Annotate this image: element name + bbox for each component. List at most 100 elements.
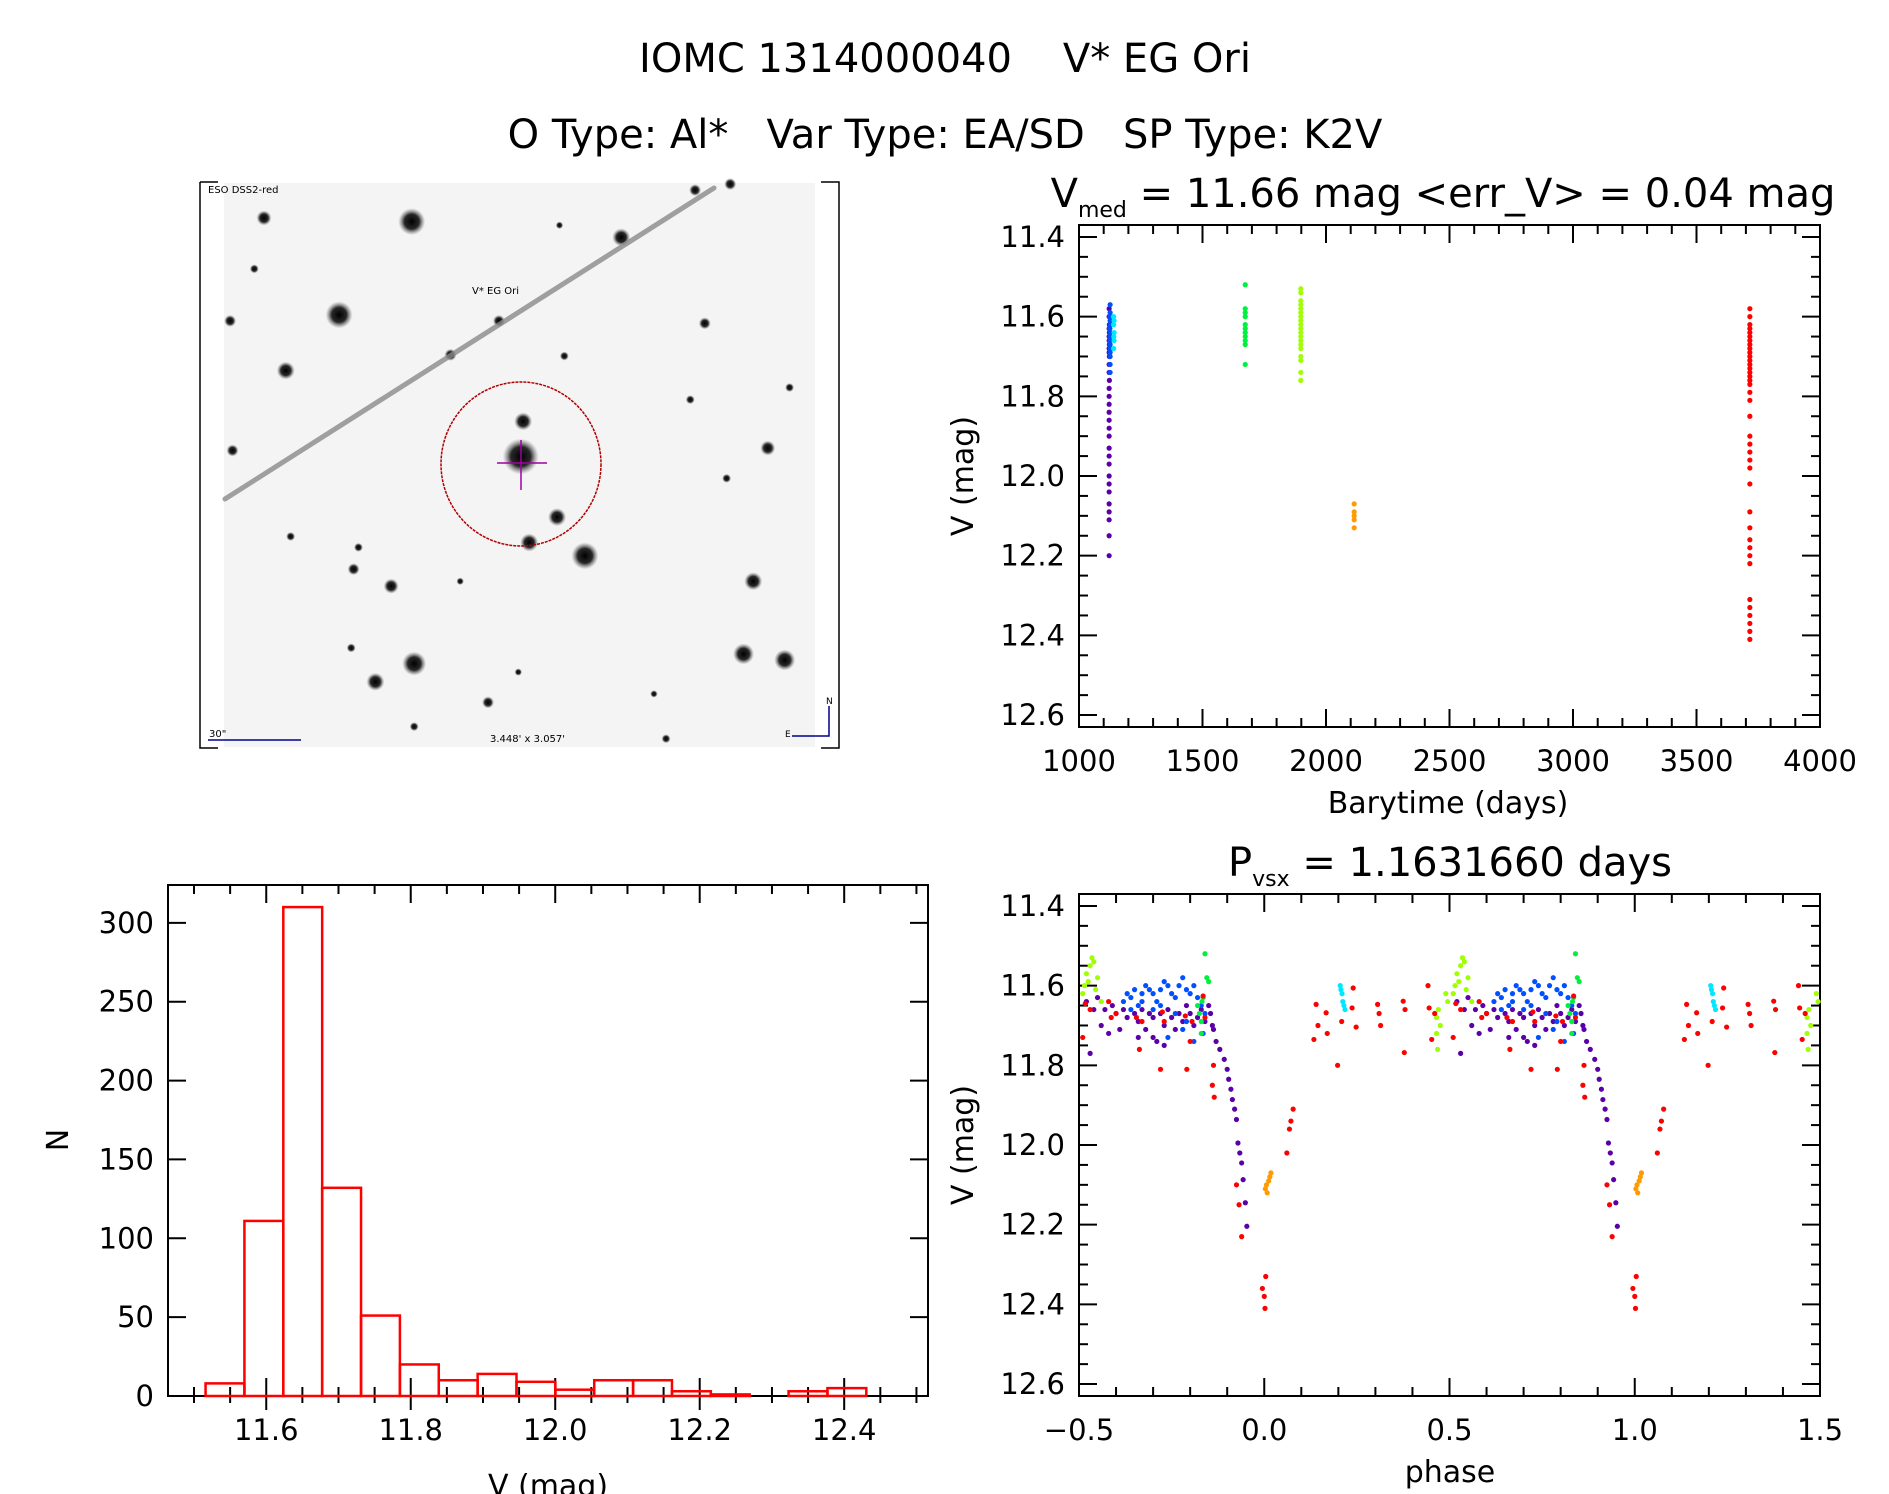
lc-point-orange	[1351, 509, 1357, 515]
phase-point-purple	[1509, 1006, 1516, 1013]
star	[733, 643, 755, 665]
phase-point-blue	[1498, 994, 1504, 1001]
lc-point-purple	[1106, 425, 1112, 431]
phase-point-blue	[1187, 991, 1193, 997]
histogram-bar	[670, 1390, 713, 1398]
phase-point-purple	[1228, 1086, 1234, 1092]
phase-point-orange	[1634, 1182, 1640, 1188]
phase-point-red	[1685, 1022, 1692, 1029]
lc-point-purple	[1106, 453, 1112, 459]
lc-point-red	[1747, 341, 1753, 348]
star	[456, 577, 464, 586]
phase-point-blue	[1183, 987, 1190, 993]
star	[224, 314, 237, 327]
phase-point-red	[1606, 1202, 1613, 1208]
lc-point-purple	[1106, 433, 1112, 439]
phase-point-yellowgreen	[1808, 1022, 1814, 1029]
lc-point-yellowgreen	[1298, 286, 1304, 292]
lc-point-blue	[1107, 310, 1113, 316]
phase-point-blue	[1191, 983, 1197, 989]
lc-point-yellowgreen	[1298, 329, 1304, 336]
phase-point-purple	[1609, 1160, 1615, 1166]
phase-point-red	[1559, 1018, 1566, 1025]
phase-point-blue	[1554, 1018, 1560, 1025]
star	[256, 210, 272, 226]
phase-point-purple	[1232, 1106, 1238, 1112]
phase-point-blue	[1561, 1038, 1567, 1045]
lc-point-green	[1242, 325, 1248, 332]
magnitude-histogram: V (mag) N 11.6 11.8 12.0 12.2 12.4 0 50 100 150 2…	[41, 884, 929, 1494]
phase-point-red	[1259, 1285, 1265, 1292]
phase-point-red	[1632, 1293, 1638, 1299]
lc-ylabel: V (mag)	[946, 416, 981, 536]
phase-point-red	[1580, 1082, 1586, 1088]
phase-point-green	[1194, 1002, 1201, 1009]
phase-point-red	[1458, 1006, 1464, 1013]
histogram-bar	[437, 1378, 479, 1398]
lc-point-yellowgreen	[1298, 345, 1304, 352]
histogram-bar	[826, 1386, 868, 1398]
phase-point-red	[1376, 1010, 1382, 1017]
phase-point-red	[1288, 1118, 1294, 1124]
lc-point-red	[1747, 620, 1753, 627]
phase-point-green	[1199, 998, 1205, 1005]
phase-point-purple	[1480, 1002, 1486, 1009]
phase-point-purple	[1176, 1010, 1182, 1017]
phase-point-red	[1572, 1014, 1579, 1021]
lc-point-red	[1747, 333, 1753, 340]
lc-point-cyan	[1110, 345, 1117, 352]
phase-point-red	[1558, 1038, 1564, 1045]
phase-point-red	[1159, 1009, 1165, 1015]
phase-point-purple	[1580, 1022, 1586, 1029]
phase-point-green	[1574, 975, 1580, 981]
phase-point-cyan	[1709, 991, 1716, 997]
phase-point-yellowgreen	[1815, 998, 1821, 1005]
phase-point-blue	[1150, 991, 1156, 997]
phase-point-yellowgreen	[1458, 963, 1464, 969]
histogram-bar	[554, 1388, 596, 1398]
star	[571, 542, 599, 570]
phase-point-purple	[1229, 1096, 1235, 1103]
phase-point-red	[1528, 1066, 1534, 1072]
phase-point-cyan	[1337, 983, 1343, 989]
phase-point-blue	[1157, 987, 1164, 993]
lc-point-green	[1242, 314, 1248, 320]
phase-point-red	[1200, 993, 1206, 999]
phase-point-purple	[1087, 1050, 1093, 1056]
phase-point-cyan	[1338, 987, 1344, 993]
phase-point-purple	[1598, 1086, 1605, 1092]
phase-point-blue	[1191, 1038, 1197, 1045]
star	[555, 221, 564, 229]
phase-point-red	[1263, 1273, 1269, 1280]
phase-point-green	[1196, 1010, 1203, 1017]
phase-point-red	[1609, 1234, 1615, 1240]
lc-ytick-label: 12.0	[1000, 459, 1065, 493]
phase-point-blue	[1569, 1002, 1575, 1009]
phase-point-purple	[1183, 1002, 1190, 1009]
phase-point-red	[1724, 1024, 1730, 1030]
phase-point-green	[1202, 951, 1208, 957]
lc-point-red	[1747, 381, 1753, 387]
phase-point-purple	[1502, 1010, 1508, 1017]
satellite-streak	[222, 185, 717, 502]
phase-point-red	[1239, 1234, 1245, 1240]
phase-point-purple	[1472, 1006, 1479, 1013]
phase-point-red	[1654, 1150, 1660, 1156]
phase-xlabel: phase	[1405, 1455, 1496, 1490]
phase-point-red	[1657, 1126, 1663, 1132]
lc-point-purple	[1106, 445, 1112, 451]
phase-point-blue	[1183, 1018, 1190, 1025]
phase-point-blue	[1506, 1002, 1512, 1009]
lc-point-red	[1747, 322, 1753, 328]
phase-point-red	[1286, 1126, 1293, 1132]
phase-point-blue	[1157, 1002, 1164, 1009]
star	[760, 440, 776, 456]
phase-point-purple	[1596, 1076, 1602, 1082]
phase-point-purple	[1532, 1042, 1538, 1048]
phase-point-blue	[1572, 1010, 1579, 1017]
phase-point-red	[1684, 1001, 1690, 1007]
phase-point-blue	[1513, 983, 1519, 989]
phase-point-purple	[1240, 1177, 1246, 1183]
lc-point-yellowgreen	[1298, 298, 1304, 304]
